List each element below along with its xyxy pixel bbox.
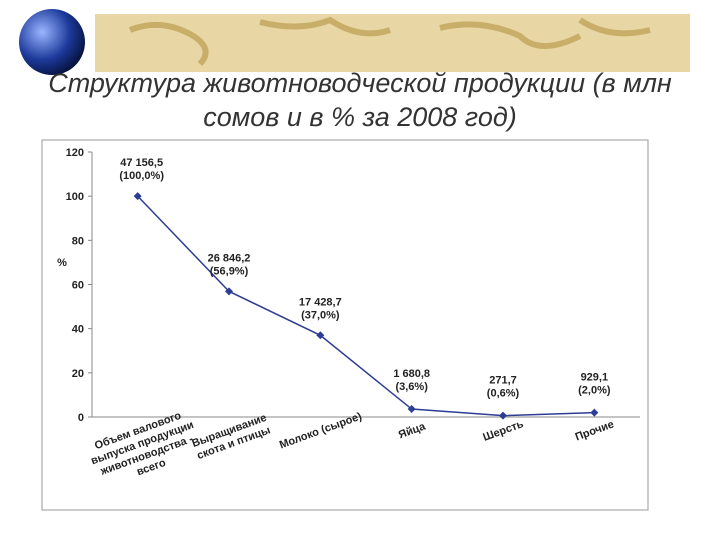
globe (19, 9, 85, 75)
chart-title: Структура животноводческой продукции (в … (48, 68, 672, 132)
banner-map (128, 16, 651, 67)
amount-label: 1 680,8 (393, 368, 430, 380)
y-tick-label: 40 (72, 324, 84, 336)
value-label: (2,0%) (578, 385, 611, 397)
marker (316, 331, 325, 340)
y-tick-label: 60 (72, 280, 84, 292)
chart-frame (41, 139, 649, 511)
value-label: (56,9%) (210, 265, 249, 277)
marker (407, 405, 416, 414)
marker (133, 192, 142, 201)
y-tick-label: 20 (72, 368, 84, 380)
amount-label: 17 428,7 (299, 296, 342, 308)
y-axis-label: % (57, 257, 67, 269)
y-tick-label: 100 (66, 191, 84, 203)
y-tick-label: 80 (72, 235, 84, 247)
value-label: (0,6%) (487, 388, 520, 400)
amount-label: 271,7 (489, 375, 517, 387)
y-tick-label: 0 (78, 412, 84, 424)
banner (95, 14, 690, 72)
line (137, 195, 595, 417)
amount-label: 929,1 (581, 372, 609, 384)
value-label: (3,6%) (395, 381, 428, 393)
y-tick-label: 120 (66, 147, 84, 159)
value-label: (37,0%) (301, 309, 340, 321)
value-label: (100,0%) (119, 170, 164, 182)
marker (590, 408, 599, 417)
marker (225, 287, 233, 296)
amount-label: 47 156,5 (120, 157, 163, 169)
amount-label: 26 846,2 (208, 252, 251, 264)
marker (499, 411, 507, 420)
